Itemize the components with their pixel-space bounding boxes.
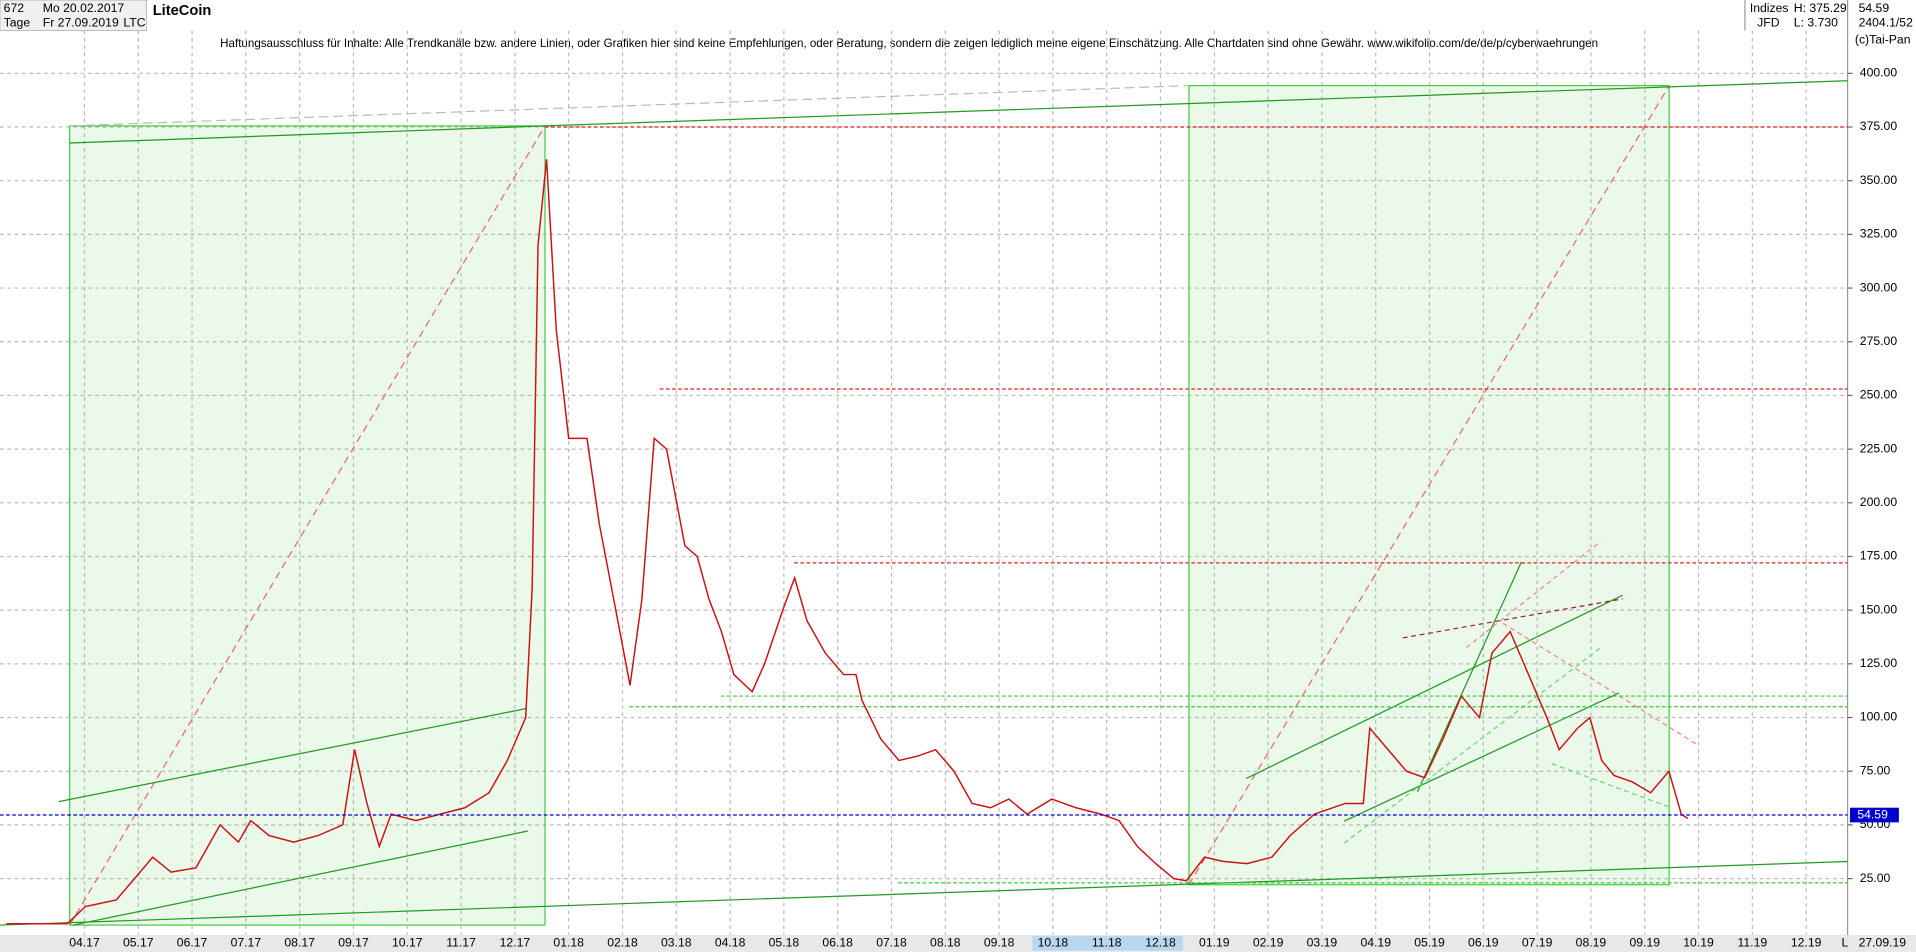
y-tick-label: 300.00 (1860, 280, 1898, 294)
x-tick-label: 06.18 (822, 936, 853, 950)
x-tick-label: 09.19 (1629, 936, 1660, 950)
x-tick-label: 07.18 (876, 936, 907, 950)
diagonal (1188, 85, 1670, 886)
trend-line (1551, 763, 1669, 808)
x-tick-label: 10.19 (1683, 936, 1714, 950)
x-tick-label: 07.19 (1522, 936, 1553, 950)
y-tick-label: 125.00 (1860, 656, 1898, 670)
count: 672 (4, 1, 25, 15)
y-tick-label: 175.00 (1860, 549, 1898, 563)
chart-title: Haftungsausschluss für Inhalte: Alle Tre… (220, 37, 1598, 50)
y-tick-label: 400.00 (1860, 66, 1898, 80)
y-tick-label: 325.00 (1860, 227, 1898, 241)
trend-line (1502, 622, 1699, 746)
x-tick-label: 11.18 (1092, 936, 1122, 950)
y-tick-label: 275.00 (1860, 334, 1898, 348)
drawings (0, 80, 1848, 926)
last-price-label: 54.59 (1857, 807, 1888, 821)
header-box (0, 0, 147, 31)
x-tick-label: 05.18 (769, 936, 800, 950)
symbol-name: LiteCoin (153, 3, 212, 19)
broker: JFD (1757, 15, 1780, 29)
x-tick-label: 05.19 (1414, 936, 1445, 950)
x-tick-label: 03.18 (661, 936, 692, 950)
x-tick-label: 09.17 (338, 936, 369, 950)
end-date-label: 27.09.19 (1859, 936, 1907, 950)
marks (0, 126, 1848, 925)
trend-line (1416, 561, 1522, 793)
x-tick-label: 06.19 (1468, 936, 1499, 950)
trend-line (1343, 692, 1620, 822)
high: H: 375.29 (1794, 1, 1847, 15)
scale-label: L (1841, 936, 1848, 950)
trend-line (544, 80, 1848, 127)
x-tick-label: 07.17 (231, 936, 262, 950)
info: 2404.1/52 (1859, 15, 1914, 29)
trend-line (1465, 540, 1602, 649)
last: 54.59 (1859, 1, 1890, 15)
axis-band (0, 934, 1848, 952)
last-price-box (1850, 807, 1899, 823)
y-tick-label: 350.00 (1860, 173, 1898, 187)
low: L: 3.730 (1794, 15, 1838, 29)
x-tick-label: 03.19 (1307, 936, 1338, 950)
trend-line (58, 708, 526, 803)
x-tick-label: 06.17 (177, 936, 208, 950)
x-tick-label: 04.19 (1360, 936, 1391, 950)
x-tick-label: 04.17 (69, 936, 100, 950)
x-axis: 25.0050.0075.00100.00125.00150.00175.002… (0, 66, 1916, 952)
y-tick-label: 375.00 (1860, 119, 1898, 133)
y-tick-label: 250.00 (1860, 388, 1898, 402)
symbol: LTC (123, 15, 145, 29)
x-tick-label: 11.19 (1738, 936, 1768, 950)
x-tick-label: 10.17 (392, 936, 423, 950)
x-tick-label: 09.18 (984, 936, 1015, 950)
x-tick-label: 12.18 (1145, 936, 1176, 950)
diagonal (69, 125, 546, 926)
trend-line (69, 125, 546, 144)
start-date: Mo 20.02.2017 (43, 1, 125, 15)
period: Tage (4, 15, 31, 29)
x-tick-label: 01.19 (1199, 936, 1230, 950)
x-tick-label: 11.17 (446, 936, 476, 950)
dashed-line (69, 84, 1189, 127)
end-date: Fr 27.09.2019 (43, 15, 119, 29)
x-tick-label: 05.17 (123, 936, 154, 950)
grid (0, 30, 1853, 935)
trend-line (73, 830, 529, 926)
y-tick-label: 25.00 (1860, 871, 1891, 885)
trend-line (1343, 647, 1602, 844)
y-tick-label: 225.00 (1860, 441, 1898, 455)
trend-line (1246, 594, 1624, 779)
x-tick-label: 08.18 (930, 936, 961, 950)
x-tick-label: 04.18 (715, 936, 746, 950)
y-tick-label: 100.00 (1860, 710, 1898, 724)
x-tick-label: 02.18 (607, 936, 638, 950)
price-line (6, 159, 1689, 925)
x-tick-label: 02.19 (1253, 936, 1284, 950)
y-tick-label: 200.00 (1860, 495, 1898, 509)
group: Indizes (1750, 1, 1789, 15)
axis-highlight (1032, 936, 1183, 951)
axis-band (1847, 934, 1916, 952)
y-tick-label: 150.00 (1860, 602, 1898, 616)
copyright: (c)Tai-Pan (1855, 33, 1911, 47)
x-tick-label: 08.19 (1576, 936, 1607, 950)
x-tick-label: 10.18 (1038, 936, 1069, 950)
x-tick-label: 01.18 (553, 936, 584, 950)
x-tick-label: 08.17 (284, 936, 315, 950)
x-tick-label: 12.19 (1791, 936, 1822, 950)
trend-line (1402, 598, 1623, 639)
x-tick-label: 12.17 (500, 936, 531, 950)
trend-line (0, 860, 1848, 926)
y-tick-label: 75.00 (1860, 763, 1891, 777)
